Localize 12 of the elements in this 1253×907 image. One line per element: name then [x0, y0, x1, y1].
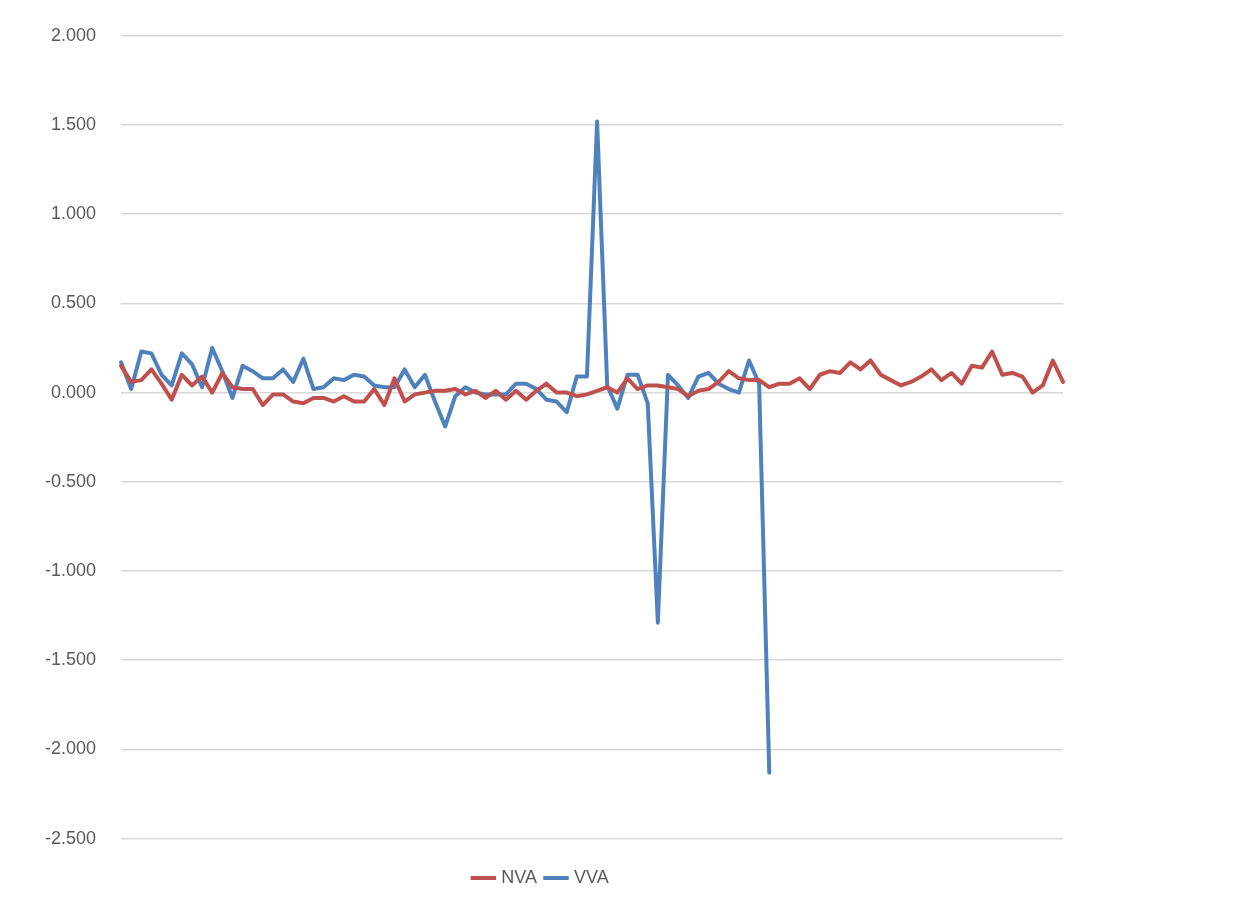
y-tick-label: 0.000 — [50, 381, 97, 402]
y-tick-label: 1.000 — [50, 203, 97, 224]
y-tick-label: -2.000 — [44, 738, 97, 759]
y-tick-label: -1.500 — [44, 649, 97, 670]
y-tick-label: 2.000 — [50, 24, 97, 45]
legend-label: NVA — [501, 866, 538, 887]
y-tick-label: -0.500 — [44, 470, 97, 491]
y-tick-label: 0.500 — [50, 292, 97, 313]
y-tick-label: 1.500 — [50, 113, 97, 134]
legend-label: VVA — [574, 866, 609, 887]
y-tick-label: -2.500 — [44, 827, 97, 848]
y-tick-label: -1.000 — [44, 559, 97, 580]
